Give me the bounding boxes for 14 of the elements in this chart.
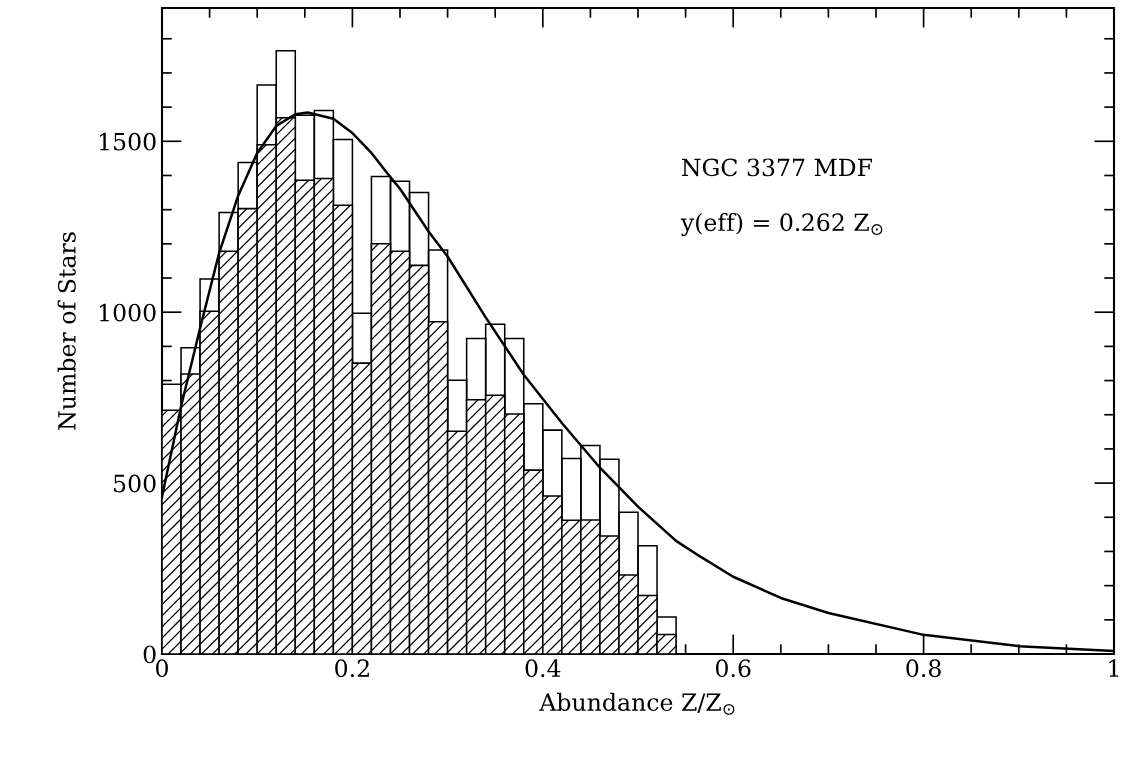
- y-axis-title: Number of Stars: [57, 232, 76, 430]
- x-tick-label: 0: [156, 659, 168, 678]
- y-tick-label: 0: [143, 645, 156, 664]
- y-tick-label: 1500: [99, 132, 156, 151]
- y-tick-label: 500: [114, 474, 156, 493]
- x-tick-label: 0.4: [525, 659, 561, 678]
- y-tick-label: 1000: [99, 303, 156, 322]
- x-axis-title: Abundance Z/Z$_{⊙}$: [539, 692, 735, 715]
- annotation: y(eff) = 0.262 Z$_{⊙}$: [680, 212, 883, 237]
- x-tick-label: 0.2: [335, 659, 369, 678]
- x-tick-label: 0.8: [906, 659, 941, 678]
- x-tick-label: 1: [1109, 659, 1119, 677]
- x-tick-label: 0.6: [715, 659, 751, 678]
- annotation: NGC 3377 MDF: [681, 158, 873, 177]
